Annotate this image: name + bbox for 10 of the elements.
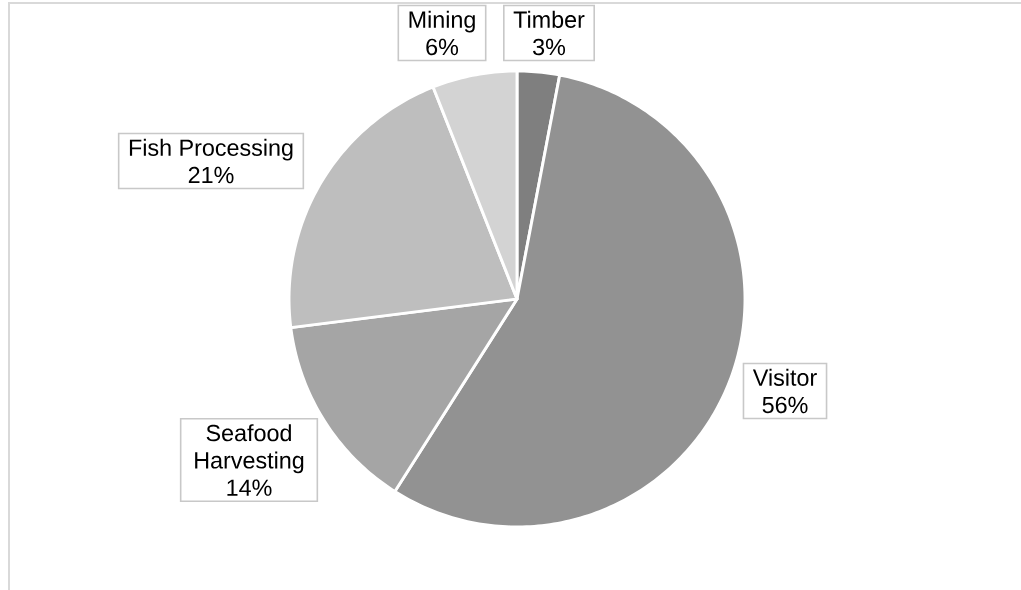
- data-label: 3%: [533, 38, 566, 56]
- data-label: 14%: [227, 479, 272, 496]
- slice-label: Visitor: [752, 368, 817, 386]
- data-label: 6%: [426, 38, 459, 56]
- slice-label: Seafood Harvesting: [195, 424, 304, 474]
- data-label: 56%: [762, 396, 808, 414]
- slice-label: Fish Processing: [129, 138, 293, 161]
- slice-label: Mining: [409, 10, 475, 33]
- slice-label: Timber: [513, 10, 585, 28]
- data-label: 21%: [188, 166, 234, 184]
